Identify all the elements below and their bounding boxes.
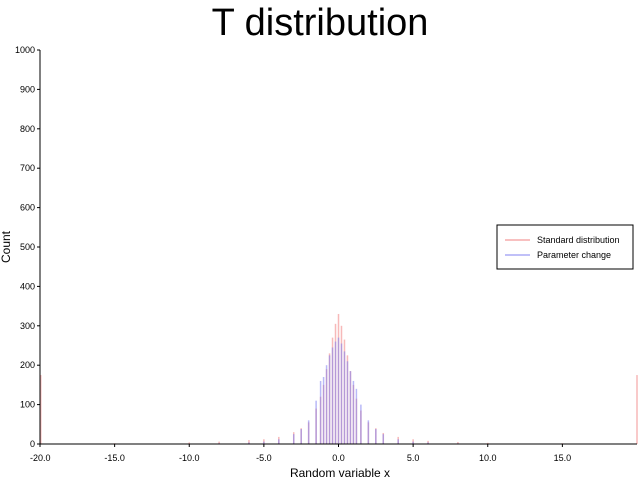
x-tick-label-4: 0.0 bbox=[332, 453, 345, 463]
legend-box bbox=[496, 224, 634, 270]
bar-parameter-24 bbox=[360, 404, 362, 444]
chart-title: T distribution bbox=[211, 2, 429, 44]
x-tick-label-0: -20.0 bbox=[30, 453, 51, 463]
y-tick-label-6: 600 bbox=[20, 203, 35, 213]
bar-standard-34 bbox=[636, 375, 638, 444]
y-tick-label-3: 300 bbox=[20, 321, 35, 331]
y-tick-label-8: 800 bbox=[20, 124, 35, 134]
series-parameter-change bbox=[188, 337, 489, 444]
x-tick-label-1: -15.0 bbox=[104, 453, 125, 463]
y-tick-label-9: 900 bbox=[20, 84, 35, 94]
bar-parameter-21 bbox=[349, 371, 352, 444]
y-ticks: 0 100 200 300 400 500 600 700 800 900 1000 bbox=[15, 45, 40, 449]
x-ticks: -20.0 -15.0 -10.0 -5.0 0.0 5.0 10.0 15.0 bbox=[30, 444, 571, 463]
bar-parameter-6 bbox=[278, 439, 280, 444]
x-axis-label: Random variable x bbox=[290, 466, 390, 480]
bar-parameter-16 bbox=[334, 341, 337, 444]
bar-parameter-26 bbox=[375, 429, 377, 444]
bar-parameter-14 bbox=[328, 355, 331, 444]
bar-parameter-17 bbox=[337, 337, 340, 444]
bar-standard-32 bbox=[487, 442, 489, 444]
x-tick-label-2: -10.0 bbox=[179, 453, 200, 463]
y-tick-label-7: 700 bbox=[20, 163, 35, 173]
bar-parameter-22 bbox=[352, 380, 355, 444]
y-tick-label-4: 400 bbox=[20, 281, 35, 291]
y-tick-label-2: 200 bbox=[20, 360, 35, 370]
x-tick-label-6: 10.0 bbox=[479, 453, 497, 463]
bar-parameter-29 bbox=[412, 441, 414, 444]
x-tick-label-5: 5.0 bbox=[407, 453, 420, 463]
bar-parameter-7 bbox=[292, 434, 295, 444]
bar-standard-2 bbox=[188, 442, 191, 444]
bar-parameter-18 bbox=[340, 343, 343, 444]
y-tick-label-10: 1000 bbox=[15, 45, 35, 55]
bar-parameter-30 bbox=[427, 442, 429, 444]
bar-parameter-8 bbox=[300, 429, 302, 444]
legend-label-standard: Standard distribution bbox=[537, 235, 620, 245]
bar-standard-0 bbox=[40, 375, 42, 444]
bar-standard-4 bbox=[248, 440, 250, 444]
bar-standard-31 bbox=[457, 442, 459, 444]
bar-parameter-5 bbox=[263, 441, 265, 444]
bar-parameter-11 bbox=[319, 380, 322, 444]
bar-parameter-10 bbox=[315, 400, 317, 444]
bar-standard-3 bbox=[218, 441, 220, 444]
bar-parameter-13 bbox=[325, 365, 328, 444]
bar-parameter-9 bbox=[307, 420, 310, 444]
bar-parameter-27 bbox=[382, 434, 385, 444]
bar-parameter-28 bbox=[397, 439, 399, 444]
y-tick-label-0: 0 bbox=[30, 439, 35, 449]
legend: Standard distribution Parameter change bbox=[496, 224, 634, 270]
y-tick-label-1: 100 bbox=[20, 400, 35, 410]
y-tick-label-5: 500 bbox=[20, 242, 35, 252]
bar-parameter-15 bbox=[331, 347, 334, 444]
legend-label-parameter: Parameter change bbox=[537, 250, 611, 260]
bar-parameter-20 bbox=[346, 361, 349, 444]
bar-parameter-12 bbox=[322, 377, 325, 444]
bar-parameter-4 bbox=[248, 442, 250, 444]
x-tick-label-3: -5.0 bbox=[256, 453, 272, 463]
y-axis-label: Count bbox=[0, 230, 13, 263]
bar-parameter-23 bbox=[355, 388, 358, 444]
x-tick-label-7: 15.0 bbox=[554, 453, 572, 463]
bar-parameter-25 bbox=[367, 420, 370, 444]
bar-parameter-19 bbox=[343, 351, 346, 444]
